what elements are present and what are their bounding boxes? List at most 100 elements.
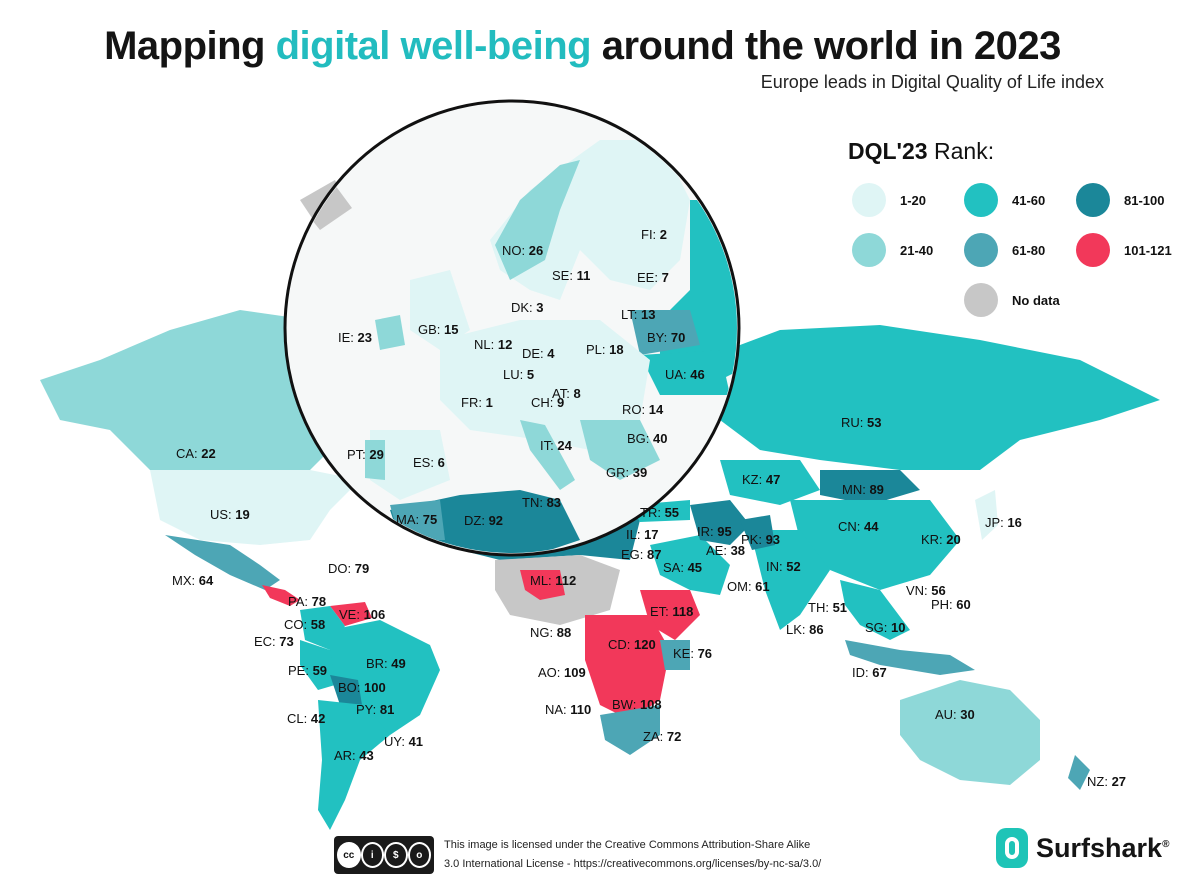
- country-code: EC:: [254, 634, 280, 649]
- country-code: NG:: [530, 625, 557, 640]
- country-label-pk: PK: 93: [741, 532, 780, 547]
- country-code: BR:: [366, 656, 392, 671]
- country-code: AR:: [334, 748, 360, 763]
- country-label-ee: EE: 7: [637, 270, 669, 285]
- country-code: VE:: [339, 607, 364, 622]
- country-rank: 14: [648, 402, 664, 417]
- country-code: GR:: [606, 465, 633, 480]
- country-rank: 40: [653, 431, 668, 446]
- country-label-th: TH: 51: [808, 600, 847, 615]
- country-rank: 76: [697, 646, 713, 661]
- country-code: KE:: [673, 646, 698, 661]
- region-kenya: [660, 640, 690, 670]
- country-label-pa: PA: 78: [288, 594, 326, 609]
- country-label-uy: UY: 41: [384, 734, 423, 749]
- country-label-fi: FI: 2: [641, 227, 667, 242]
- country-rank: 43: [359, 748, 374, 763]
- country-label-pt: PT: 29: [347, 447, 384, 462]
- country-label-sg: SG: 10: [865, 620, 905, 635]
- country-code: DK:: [511, 300, 537, 315]
- region-russia: [700, 325, 1160, 470]
- country-code: MX:: [172, 573, 199, 588]
- country-code: TN:: [522, 495, 547, 510]
- country-code: EE:: [637, 270, 662, 285]
- country-label-se: SE: 11: [552, 268, 590, 283]
- region-brazil: [330, 620, 440, 735]
- country-code: ES:: [413, 455, 438, 470]
- country-label-mn: MN: 89: [842, 482, 884, 497]
- country-code: NA:: [545, 702, 571, 717]
- country-rank: 86: [809, 622, 824, 637]
- country-rank: 106: [363, 607, 386, 622]
- country-rank: 88: [556, 625, 572, 640]
- country-rank: 39: [632, 465, 648, 480]
- region-italy: [520, 420, 575, 490]
- country-label-in: IN: 52: [766, 559, 801, 574]
- legend-item-101-121: 101-121: [1076, 233, 1172, 267]
- country-code: AE:: [706, 543, 731, 558]
- country-label-cn: CN: 44: [838, 519, 878, 534]
- brand-name: Surfshark®: [1036, 833, 1169, 864]
- country-code: AT:: [552, 386, 574, 401]
- country-rank: 22: [201, 446, 216, 461]
- country-label-ru: RU: 53: [841, 415, 881, 430]
- country-code: GB:: [418, 322, 445, 337]
- country-code: PT:: [347, 447, 370, 462]
- country-rank: 47: [765, 472, 781, 487]
- country-rank: 109: [564, 665, 586, 680]
- country-code: PE:: [288, 663, 313, 678]
- country-label-ae: AE: 38: [706, 543, 745, 558]
- country-rank: 100: [364, 680, 386, 695]
- country-code: OM:: [727, 579, 756, 594]
- country-label-vn: VN: 56: [906, 583, 946, 598]
- region-western-europe: [440, 320, 650, 450]
- country-label-kr: KR: 20: [921, 532, 961, 547]
- country-label-no: NO: 26: [502, 243, 543, 258]
- country-label-do: DO: 79: [328, 561, 369, 576]
- region-china: [790, 500, 960, 590]
- country-rank: 56: [931, 583, 946, 598]
- country-rank: 64: [198, 573, 214, 588]
- country-rank: 13: [641, 307, 656, 322]
- country-rank: 24: [557, 438, 572, 453]
- country-label-na: NA: 110: [545, 702, 591, 717]
- region-japan: [975, 490, 998, 540]
- country-label-lk: LK: 86: [786, 622, 824, 637]
- license-line-2[interactable]: 3.0 International License - https://crea…: [444, 858, 822, 870]
- country-rank: 29: [369, 447, 384, 462]
- cc-license-badge[interactable]: cc i $ o: [334, 836, 434, 874]
- country-label-bw: BW: 108: [612, 697, 662, 712]
- by-icon: i: [360, 842, 384, 868]
- cc-icon: cc: [337, 842, 361, 868]
- country-label-ve: VE: 106: [339, 607, 385, 622]
- region-iberia: [370, 430, 450, 500]
- country-code: AO:: [538, 665, 565, 680]
- country-rank: 12: [497, 337, 513, 352]
- country-label-lt: LT: 13: [621, 307, 655, 322]
- country-label-gb: GB: 15: [418, 322, 458, 337]
- country-label-fr: FR: 1: [461, 395, 493, 410]
- sa-icon: o: [407, 842, 431, 868]
- country-label-ma: MA: 75: [396, 512, 437, 527]
- country-rank: 59: [312, 663, 328, 678]
- country-rank: 3: [536, 300, 544, 315]
- legend-label: No data: [1012, 292, 1060, 308]
- country-rank: 78: [311, 594, 327, 609]
- page-title: Mapping digital well-being around the wo…: [0, 24, 1165, 69]
- legend-item-41-60: 41-60: [964, 183, 1045, 217]
- country-code: PL:: [586, 342, 610, 357]
- country-label-za: ZA: 72: [643, 729, 681, 744]
- country-label-ca: CA: 22: [176, 446, 216, 461]
- region-pakistan: [740, 515, 775, 550]
- legend-swatch: [1076, 183, 1110, 217]
- country-code: IR:: [697, 524, 718, 539]
- country-code: LK:: [786, 622, 810, 637]
- region-ireland: [375, 315, 405, 350]
- country-rank: 45: [687, 560, 703, 575]
- country-code: RO:: [622, 402, 649, 417]
- country-code: PK:: [741, 532, 766, 547]
- country-label-ir: IR: 95: [697, 524, 732, 539]
- country-label-nl: NL: 12: [474, 337, 512, 352]
- country-rank: 16: [1007, 515, 1022, 530]
- country-code: ID:: [852, 665, 873, 680]
